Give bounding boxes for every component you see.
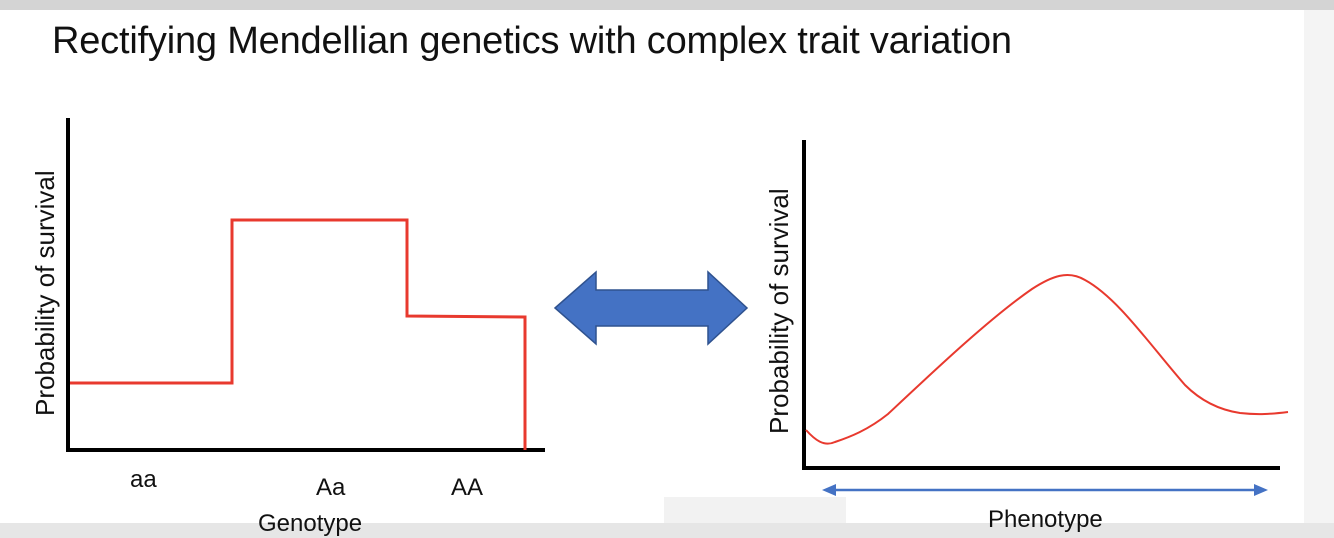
left-x-axis-label: Genotype (258, 510, 363, 537)
slide (0, 10, 1334, 523)
slide-edge (1304, 10, 1334, 523)
double-arrow-icon (553, 270, 749, 346)
left-step-line (70, 218, 527, 450)
diagram-canvas (66, 118, 1289, 496)
top-bar (0, 0, 1334, 10)
placeholder-box (664, 497, 846, 523)
x-tick-label-Aa: Aa (316, 474, 346, 501)
phenotype-double-arrow (822, 484, 1268, 496)
x-tick-label-AA: AA (451, 474, 484, 501)
left-y-axis-label: Probability of survival (30, 170, 60, 416)
slide-title: Rectifying Mendellian genetics with comp… (52, 20, 1012, 62)
right-x-axis-label: Phenotype (988, 506, 1103, 533)
right-y-axis-label: Probability of survival (764, 188, 794, 434)
right-fitness-curve (805, 274, 1289, 445)
x-tick-label-aa: aa (130, 466, 157, 493)
